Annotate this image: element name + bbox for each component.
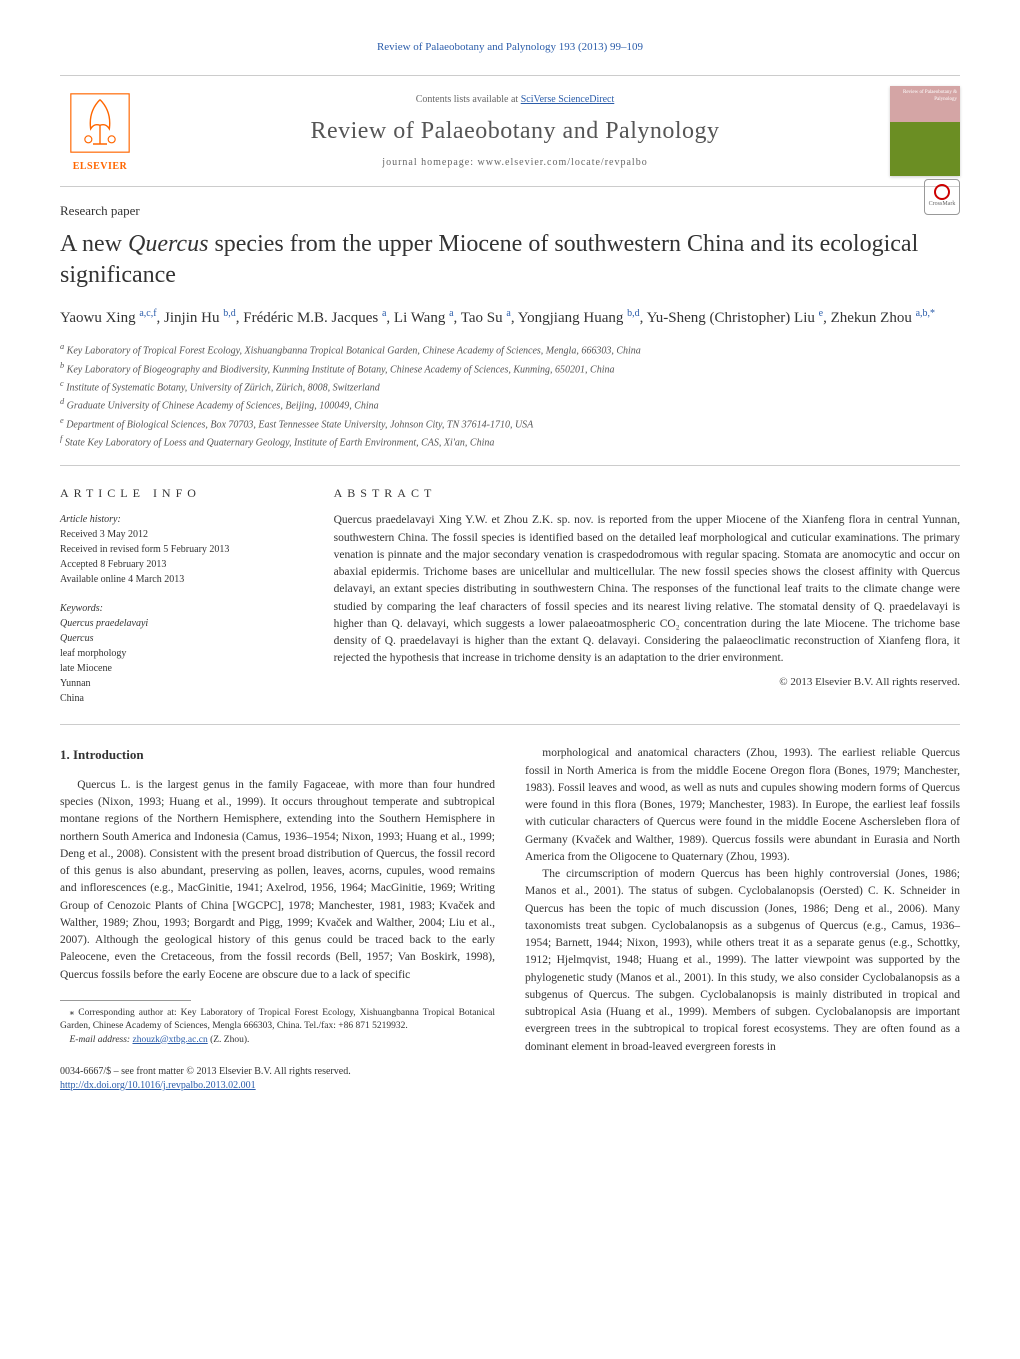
email-footnote: E-mail address: zhouzk@xtbg.ac.cn (Z. Zh… [60,1034,495,1047]
email-suffix: (Z. Zhou). [208,1035,250,1045]
body-right-column: morphological and anatomical characters … [525,745,960,1092]
abstract-column: ABSTRACT Quercus praedelavayi Xing Y.W. … [334,484,960,706]
body-paragraph: Quercus L. is the largest genus in the f… [60,777,495,984]
email-label: E-mail address: [70,1035,133,1045]
abstract-heading: ABSTRACT [334,484,960,502]
author-list: Yaowu Xing a,c,f, Jinjin Hu b,d, Frédéri… [60,306,960,330]
abstract-text: Quercus praedelavayi Xing Y.W. et Zhou Z… [334,512,960,667]
history-line: Accepted 8 February 2013 [60,557,304,572]
issn-line: 0034-6667/$ – see front matter © 2013 El… [60,1065,495,1079]
crossmark-text: CrossMark [929,200,956,208]
keywords-block: Keywords: Quercus praedelavayiQuercuslea… [60,601,304,706]
homepage-prefix: journal homepage: [382,157,477,168]
affiliation-line: d Graduate University of Chinese Academy… [60,396,960,413]
keywords-label: Keywords: [60,601,304,616]
article-info-column: ARTICLE INFO Article history: Received 3… [60,484,304,706]
email-link[interactable]: zhouzk@xtbg.ac.cn [132,1035,207,1045]
keyword-line: late Miocene [60,661,304,676]
banner-citation: Review of Palaeobotany and Palynology 19… [60,40,960,55]
crossmark-icon [934,184,950,200]
keyword-line: Quercus praedelavayi [60,616,304,631]
affiliations-block: a Key Laboratory of Tropical Forest Ecol… [60,341,960,450]
footer-block: 0034-6667/$ – see front matter © 2013 El… [60,1065,495,1093]
article-info-heading: ARTICLE INFO [60,484,304,502]
title-italic-genus: Quercus [128,231,208,257]
header-center: Contents lists available at SciVerse Sci… [140,93,890,171]
keyword-line: Yunnan [60,676,304,691]
doi-link[interactable]: http://dx.doi.org/10.1016/j.revpalbo.201… [60,1080,256,1091]
corresponding-footnote: ⁎ Corresponding author at: Key Laborator… [60,1007,495,1034]
homepage-line: journal homepage: www.elsevier.com/locat… [160,156,870,170]
contents-prefix: Contents lists available at [416,94,521,105]
crossmark-badge[interactable]: CrossMark [924,179,960,215]
homepage-url: www.elsevier.com/locate/revpalbo [478,157,648,168]
affiliation-line: e Department of Biological Sciences, Box… [60,415,960,432]
abstract-copyright: © 2013 Elsevier B.V. All rights reserved… [334,674,960,691]
title-prefix: A new [60,231,128,257]
history-label: Article history: [60,512,304,527]
affiliation-line: c Institute of Systematic Botany, Univer… [60,378,960,395]
elsevier-logo: ELSEVIER [60,86,140,176]
cover-text: Review of Palaeobotany & Palynology [903,90,957,102]
keyword-line: leaf morphology [60,646,304,661]
paper-type-label: Research paper [60,202,960,220]
right-paragraphs: morphological and anatomical characters … [525,745,960,1056]
body-columns: 1. Introduction Quercus L. is the larges… [60,745,960,1092]
footnote-separator [60,1000,191,1001]
contents-line: Contents lists available at SciVerse Sci… [160,93,870,107]
elsevier-text: ELSEVIER [73,160,128,174]
keyword-line: China [60,691,304,706]
paper-title: A new Quercus species from the upper Mio… [60,229,960,291]
body-left-column: 1. Introduction Quercus L. is the larges… [60,745,495,1092]
history-line: Received in revised form 5 February 2013 [60,542,304,557]
history-line: Available online 4 March 2013 [60,572,304,587]
affiliation-line: b Key Laboratory of Biogeography and Bio… [60,360,960,377]
keyword-line: Quercus [60,631,304,646]
intro-heading: 1. Introduction [60,745,495,765]
journal-cover-thumbnail: Review of Palaeobotany & Palynology [890,86,960,176]
journal-header: ELSEVIER Contents lists available at Sci… [60,75,960,187]
affiliation-line: f State Key Laboratory of Loess and Quat… [60,433,960,450]
sciencedirect-link[interactable]: SciVerse ScienceDirect [521,94,615,105]
elsevier-tree-icon [65,88,135,158]
body-paragraph: morphological and anatomical characters … [525,745,960,866]
history-list: Received 3 May 2012Received in revised f… [60,527,304,587]
info-abstract-row: ARTICLE INFO Article history: Received 3… [60,465,960,725]
keywords-list: Quercus praedelavayiQuercusleaf morpholo… [60,616,304,706]
history-line: Received 3 May 2012 [60,527,304,542]
body-paragraph: The circumscription of modern Quercus ha… [525,866,960,1056]
affiliation-line: a Key Laboratory of Tropical Forest Ecol… [60,341,960,358]
left-paragraphs: Quercus L. is the largest genus in the f… [60,777,495,984]
journal-title: Review of Palaeobotany and Palynology [160,115,870,149]
